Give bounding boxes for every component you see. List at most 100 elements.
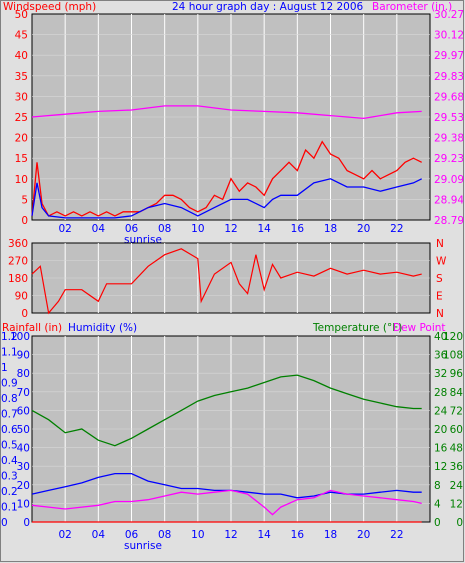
y-tick-label: 96 [450, 368, 464, 380]
y-tick-label: 5 [21, 194, 28, 206]
y-tick-label: 29.09 [434, 174, 464, 186]
y-tick-label: 0.8 [1, 393, 18, 405]
x-tick-label: 16 [291, 223, 305, 235]
y-tick-label: 40 [15, 50, 28, 62]
x-tick-label: 08 [158, 529, 171, 541]
y-tick-label: 60 [17, 405, 30, 417]
y-tick-label: 25 [15, 112, 28, 124]
y-tick-label: 0.3 [1, 471, 18, 483]
y-tick-label: 0 [434, 517, 441, 529]
y-tick-label: S [436, 273, 443, 285]
x-tick-label: 06 [125, 223, 139, 235]
y-tick-label: 4 [434, 498, 441, 510]
y-tick-label: 0.2 [1, 486, 18, 498]
series-line [31, 248, 422, 315]
y-tick-label: 84 [450, 387, 464, 399]
x-tick-label: 10 [191, 529, 204, 541]
x-tick-label: 08 [158, 223, 171, 235]
y-tick-label: 0 [21, 215, 28, 227]
x-tick-label: 02 [58, 529, 71, 541]
series-line [31, 374, 422, 447]
series-line [31, 140, 422, 217]
y-tick-label: 120 [443, 331, 463, 343]
wind-baro-x-ticks: 02 04 06 08 10 12 14 16 18 20 22 [58, 223, 403, 235]
y-tick-label: 0 [1, 517, 8, 529]
x-tick-label: 22 [390, 529, 403, 541]
y-tick-label: 108 [443, 350, 463, 362]
x-tick-label: 06 [125, 529, 139, 541]
y-tick-label: 29.97 [434, 50, 464, 62]
y-tick-label: 90 [15, 291, 28, 303]
x-tick-label: 14 [257, 529, 271, 541]
x-tick-label: 12 [224, 223, 237, 235]
y-tick-label: 10 [17, 498, 30, 510]
y-tick-label: 30 [17, 461, 30, 473]
y-tick-label: 40 [434, 331, 447, 343]
rain-humidity-temp-series [31, 374, 422, 523]
x-tick-label: 12 [224, 529, 237, 541]
y-tick-label: 28.79 [434, 215, 464, 227]
y-tick-label: 1.2 [1, 331, 18, 343]
y-tick-label: 24 [434, 405, 448, 417]
x-tick-label: 18 [324, 529, 337, 541]
windspeed-axis-label: Windspeed (mph) [3, 1, 96, 13]
y-tick-label: 0.9 [1, 378, 18, 390]
barometer-ticks: 30.27 30.12 29.97 29.83 29.68 29.53 29.38 29.23… [434, 9, 464, 227]
y-tick-label: 15 [15, 153, 28, 165]
wind-baro-series [31, 105, 422, 219]
y-tick-label: 270 [8, 256, 28, 268]
y-tick-label: 70 [17, 387, 30, 399]
wind-direction-series [31, 248, 422, 315]
humidity-axis-label: Humidity (%) [68, 322, 137, 334]
y-tick-label: 48 [450, 443, 463, 455]
y-tick-label: 0.4 [1, 455, 18, 467]
y-tick-label: 1.1 [1, 347, 18, 359]
wind-direction-degree-ticks: 360 270 180 90 0 [8, 238, 28, 320]
wind-baro-grid [32, 14, 430, 220]
sunrise-label-bottom: sunrise [124, 540, 162, 552]
y-tick-label: 180 [8, 273, 28, 285]
y-tick-label: 32 [434, 368, 447, 380]
y-tick-label: 0 [21, 308, 28, 320]
y-tick-label: 29.38 [434, 133, 464, 145]
y-tick-label: 30 [15, 91, 28, 103]
y-tick-label: 36 [434, 350, 448, 362]
x-tick-label: 04 [92, 529, 106, 541]
y-tick-label: 12 [450, 498, 463, 510]
y-tick-label: 28 [434, 387, 447, 399]
y-tick-label: 29.83 [434, 71, 464, 83]
y-tick-label: 72 [450, 405, 463, 417]
y-tick-label: 12 [434, 461, 447, 473]
y-tick-label: 90 [17, 350, 30, 362]
y-tick-label: 0.6 [1, 424, 18, 436]
y-tick-label: 29.53 [434, 112, 464, 124]
y-tick-label: 16 [434, 443, 448, 455]
x-tick-label: 10 [191, 223, 204, 235]
rain-humidity-temp-x-ticks: 02 04 06 08 10 12 14 16 18 20 22 [58, 529, 403, 541]
x-tick-label: 18 [324, 223, 337, 235]
rain-humidity-temp-grid [32, 336, 430, 522]
y-tick-label: 30.27 [434, 9, 464, 21]
y-tick-label: 360 [8, 238, 28, 250]
x-tick-label: 20 [357, 223, 370, 235]
dewpoint-axis-label: Dew Point [393, 322, 446, 334]
y-tick-label: 20 [17, 480, 30, 492]
y-tick-label: 100 [10, 331, 30, 343]
barometer-axis-label: Barometer (in.) [372, 1, 452, 13]
x-tick-label: 16 [291, 529, 305, 541]
x-tick-label: 20 [357, 529, 370, 541]
series-line [31, 105, 422, 120]
y-tick-label: 0 [456, 517, 463, 529]
wind-direction-grid [32, 243, 430, 313]
y-tick-label: 0.5 [1, 440, 18, 452]
x-tick-label: 04 [92, 223, 106, 235]
y-tick-label: E [436, 291, 443, 303]
temperature-axis-label: Temperature (°F) [312, 322, 402, 334]
y-tick-label: 20 [434, 424, 447, 436]
